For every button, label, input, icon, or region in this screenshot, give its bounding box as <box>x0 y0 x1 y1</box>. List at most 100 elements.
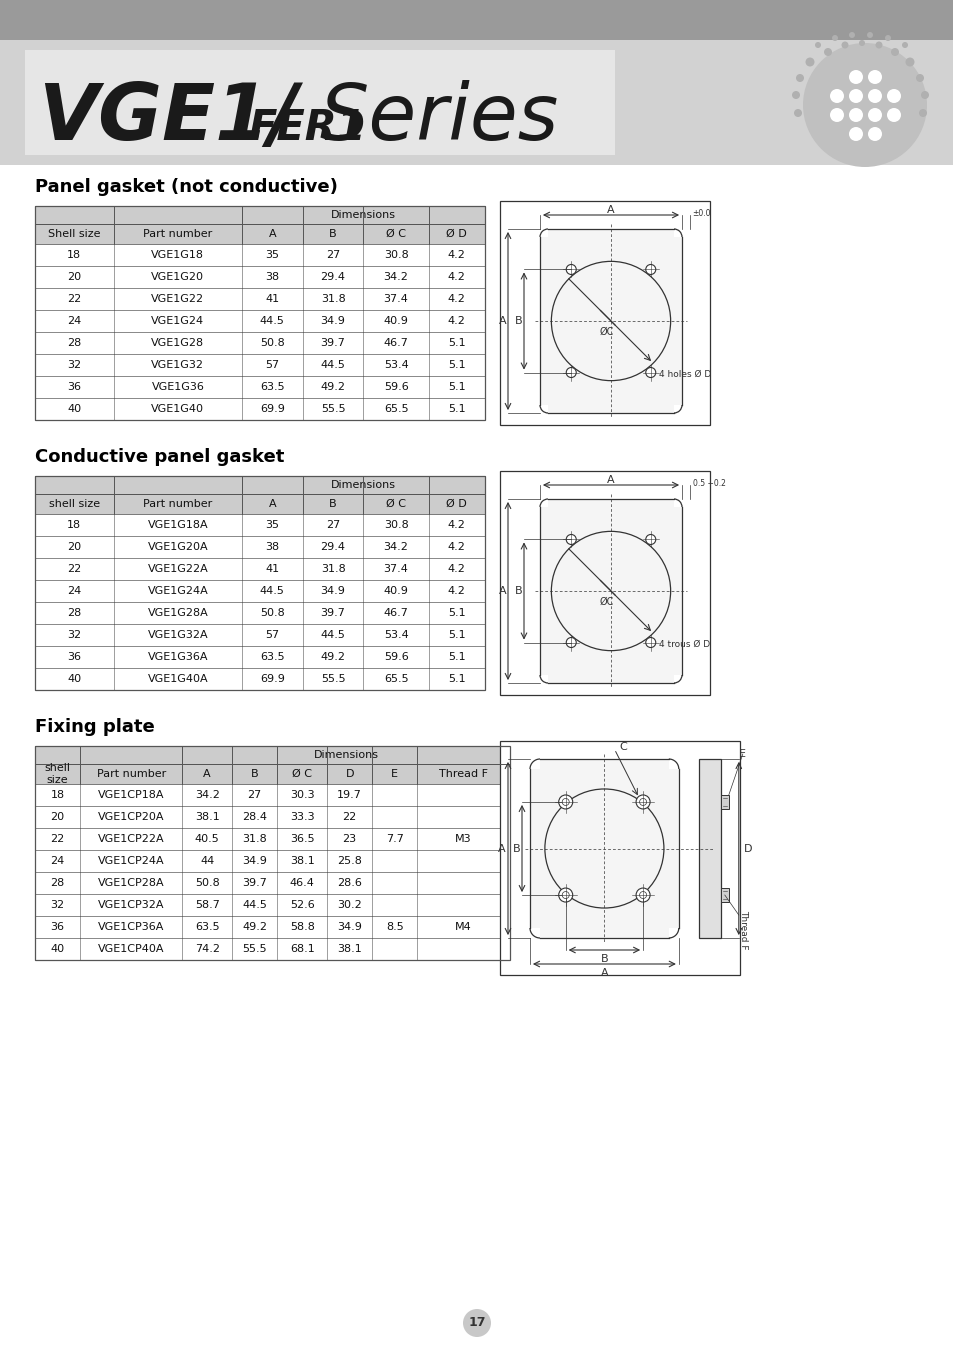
Text: 35: 35 <box>265 520 279 531</box>
Text: 41: 41 <box>265 294 279 304</box>
Text: E: E <box>391 769 398 779</box>
Text: 20: 20 <box>68 271 81 282</box>
Bar <box>35 647 484 668</box>
Text: VGE1G28: VGE1G28 <box>152 338 204 348</box>
Text: 44.5: 44.5 <box>320 630 345 640</box>
Text: Ø D: Ø D <box>446 230 467 239</box>
Bar <box>35 494 484 514</box>
Text: shell size: shell size <box>49 500 100 509</box>
Text: 22: 22 <box>67 564 81 574</box>
Circle shape <box>848 127 862 140</box>
Circle shape <box>793 109 801 117</box>
Text: A: A <box>203 769 211 779</box>
Text: B: B <box>251 769 258 779</box>
Bar <box>35 850 510 872</box>
Text: 40: 40 <box>51 944 65 954</box>
Text: 34.9: 34.9 <box>320 586 345 595</box>
Bar <box>35 207 484 224</box>
Text: 38: 38 <box>265 271 279 282</box>
Bar <box>35 747 510 764</box>
Text: VGE1CP40A: VGE1CP40A <box>98 944 164 954</box>
Text: 65.5: 65.5 <box>383 404 408 414</box>
Bar <box>547 500 673 683</box>
Circle shape <box>791 90 800 99</box>
Text: 30.8: 30.8 <box>383 520 408 531</box>
Text: B: B <box>600 954 608 964</box>
Circle shape <box>848 32 854 38</box>
Text: 5.1: 5.1 <box>448 652 465 662</box>
Circle shape <box>639 891 646 899</box>
Text: 7.7: 7.7 <box>385 834 403 844</box>
Text: 38.1: 38.1 <box>290 856 314 865</box>
Text: 34.2: 34.2 <box>194 790 219 801</box>
Text: D: D <box>743 844 752 853</box>
Text: 4 trous Ø D: 4 trous Ø D <box>659 640 709 649</box>
Text: Ø C: Ø C <box>386 230 406 239</box>
Circle shape <box>831 35 837 40</box>
Text: 63.5: 63.5 <box>194 922 219 931</box>
Text: VGE1G22A: VGE1G22A <box>148 564 208 574</box>
Text: 27: 27 <box>326 520 340 531</box>
Text: Panel gasket (not conductive): Panel gasket (not conductive) <box>35 178 337 196</box>
Bar <box>35 917 510 938</box>
Text: VGE1CP32A: VGE1CP32A <box>98 900 164 910</box>
Text: Part number: Part number <box>143 230 213 239</box>
Text: 44.5: 44.5 <box>242 900 267 910</box>
Text: VGE1G22: VGE1G22 <box>152 294 204 304</box>
Bar <box>35 477 484 494</box>
Bar <box>0 40 953 165</box>
Text: M4: M4 <box>455 922 472 931</box>
Text: 68.1: 68.1 <box>290 944 314 954</box>
Bar <box>0 0 953 40</box>
Bar <box>35 580 484 602</box>
Text: 27: 27 <box>326 250 340 261</box>
Text: VGE1CP20A: VGE1CP20A <box>98 811 164 822</box>
Text: 4.2: 4.2 <box>448 541 465 552</box>
Text: 22: 22 <box>67 294 81 304</box>
Text: 49.2: 49.2 <box>320 382 345 391</box>
Bar <box>35 602 484 624</box>
Text: VGE1CP22A: VGE1CP22A <box>98 834 164 844</box>
Text: B: B <box>513 844 520 853</box>
Text: 44: 44 <box>200 856 214 865</box>
Text: C: C <box>618 743 626 752</box>
Text: 27: 27 <box>247 790 261 801</box>
Bar <box>499 471 709 695</box>
Text: VGE1CP36A: VGE1CP36A <box>98 922 164 931</box>
Text: B: B <box>515 586 522 595</box>
Bar <box>35 266 484 288</box>
Text: 36: 36 <box>68 652 81 662</box>
Text: 50.8: 50.8 <box>260 608 284 618</box>
Text: 65.5: 65.5 <box>383 674 408 684</box>
Bar <box>35 310 484 332</box>
Circle shape <box>561 798 569 806</box>
Circle shape <box>915 74 923 82</box>
Text: Dimensions: Dimensions <box>331 481 395 490</box>
Text: 18: 18 <box>68 250 81 261</box>
Text: shell
size: shell size <box>45 763 71 784</box>
Circle shape <box>867 108 882 122</box>
Text: VGE1G32: VGE1G32 <box>152 360 204 370</box>
Text: 40: 40 <box>68 404 81 414</box>
Text: FER1: FER1 <box>248 107 365 148</box>
Bar <box>720 888 728 902</box>
Text: 38.1: 38.1 <box>337 944 362 954</box>
Bar <box>35 828 510 850</box>
Text: 46.4: 46.4 <box>290 878 314 888</box>
Bar <box>35 764 510 784</box>
Text: 5.1: 5.1 <box>448 382 465 391</box>
Circle shape <box>802 43 926 167</box>
Bar <box>35 514 484 536</box>
Text: 46.7: 46.7 <box>383 338 408 348</box>
Text: 0.5 +0.2: 0.5 +0.2 <box>692 478 725 487</box>
Text: B: B <box>515 316 522 325</box>
Text: VGE1G32A: VGE1G32A <box>148 630 208 640</box>
Circle shape <box>804 58 814 66</box>
Text: 4 holes Ø D: 4 holes Ø D <box>659 370 710 379</box>
Text: 39.7: 39.7 <box>320 608 345 618</box>
Circle shape <box>645 637 655 648</box>
Circle shape <box>829 108 843 122</box>
Bar <box>35 668 484 690</box>
Text: 8.5: 8.5 <box>386 922 403 931</box>
Circle shape <box>823 49 831 55</box>
